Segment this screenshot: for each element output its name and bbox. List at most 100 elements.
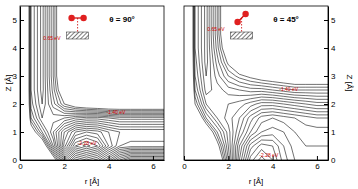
x-tick-label: 4: [107, 162, 112, 171]
y-axis-title: Z [Å]: [345, 75, 354, 92]
contour-line: [20, 6, 164, 160]
contour-line: [20, 6, 164, 160]
y-tick-mark: [324, 132, 328, 133]
panel-title: θ = 90°: [109, 15, 135, 24]
annotation: -1.40 eV: [106, 109, 126, 115]
y-axis: 0 1 2 3 4 5: [13, 7, 24, 166]
y-axis-title: Z [Å]: [4, 75, 13, 92]
contour-line: [184, 6, 328, 160]
annotation: 0.65 eV: [43, 35, 61, 41]
x-tick-label: 6: [315, 162, 320, 171]
y-tick-label: 5: [331, 16, 336, 25]
x-axis-line: [21, 160, 165, 161]
contour-line: [184, 6, 328, 160]
contour-line: [20, 6, 164, 160]
contour-line: [20, 6, 164, 160]
x-tick-mark: [109, 156, 110, 160]
contour-line: [20, 6, 164, 160]
contour-line: [184, 6, 328, 160]
y-tick-mark: [20, 132, 24, 133]
contour-line: [184, 6, 328, 160]
y-tick: 0: [13, 156, 24, 165]
y-tick-mark: [324, 48, 328, 49]
y-tick-mark: [20, 104, 24, 105]
y-tick: 4: [13, 44, 24, 53]
contour-group: [20, 6, 164, 160]
contour-line: [184, 6, 328, 160]
x-axis-title: r [Å]: [85, 177, 100, 186]
contour-line: [184, 6, 328, 160]
contour-line: [20, 6, 164, 160]
contour-line: [184, 6, 328, 160]
x-tick-mark: [228, 156, 229, 160]
y-tick-mark: [20, 48, 24, 49]
atom: [242, 11, 248, 17]
contour-line: [184, 6, 328, 160]
x-tick-label: 0: [182, 162, 187, 171]
x-tick-mark: [184, 156, 185, 160]
contour-line: [184, 6, 328, 160]
x-axis-line: [185, 160, 329, 161]
contour-line: [20, 6, 164, 160]
y-tick: 2: [13, 100, 24, 109]
y-tick-label: 1: [13, 128, 18, 137]
contour-line: [184, 6, 328, 160]
x-tick: 4: [271, 156, 276, 171]
figure: 0 2 4 6 0 1 2 3 4 5 r [Å] Z [Å] θ = 90° 0.65 eV -1.40 …: [0, 0, 358, 189]
y-tick-label: 2: [13, 100, 18, 109]
y-tick-label: 4: [13, 44, 18, 53]
contour-line: [184, 6, 328, 160]
y-tick-label: 4: [331, 44, 336, 53]
y-tick: 4: [324, 44, 336, 53]
contour-line: [20, 6, 164, 160]
y-tick: 5: [324, 16, 336, 25]
contour-line: [20, 6, 164, 160]
contour-line: [20, 6, 164, 160]
y-tick-mark: [324, 104, 328, 105]
contour-line: [20, 6, 164, 160]
x-tick: 6: [151, 156, 156, 171]
y-axis-line: [20, 7, 21, 161]
annotation: -2.28 eV: [259, 152, 279, 158]
y-tick-label: 3: [13, 72, 18, 81]
y-tick-mark: [20, 76, 24, 77]
contour-line: [20, 6, 164, 160]
annotation: -1.40 eV: [279, 86, 299, 92]
x-tick-mark: [317, 156, 318, 160]
y-tick: 2: [324, 100, 336, 109]
surface-icon: [67, 32, 89, 39]
x-tick-label: 6: [151, 162, 156, 171]
x-tick-label: 2: [227, 162, 232, 171]
surface-icon: [231, 32, 253, 39]
y-tick: 1: [324, 128, 336, 137]
contour-line: [184, 6, 328, 160]
x-tick-mark: [153, 156, 154, 160]
x-tick: 2: [227, 156, 232, 171]
x-tick-label: 2: [63, 162, 68, 171]
annotation: -2.28 eV: [78, 140, 98, 146]
x-axis-title: r [Å]: [249, 177, 264, 186]
atom: [80, 15, 86, 21]
x-axis: 0 2 4 6: [18, 156, 164, 171]
plot-frame: [20, 6, 164, 160]
contour-line: [20, 6, 164, 160]
y-tick-mark: [324, 160, 328, 161]
contour-line: [20, 6, 164, 160]
x-axis: 0 2 4 6: [182, 156, 328, 171]
x-tick: 2: [63, 156, 68, 171]
contour-line: [20, 6, 164, 160]
y-tick: 1: [13, 128, 24, 137]
contour-line: [184, 6, 328, 160]
y-axis: 012345: [324, 7, 336, 166]
x-tick: 4: [107, 156, 112, 171]
contour-line: [184, 6, 328, 160]
plot-frame: [184, 6, 328, 160]
y-tick-label: 2: [331, 100, 336, 109]
y-tick-mark: [324, 20, 328, 21]
y-axis-line: [328, 7, 329, 161]
contour-line: [184, 6, 328, 160]
y-tick-label: 0: [331, 156, 336, 165]
y-tick-label: 5: [13, 16, 18, 25]
contour-line: [20, 6, 164, 160]
x-tick-label: 0: [18, 162, 23, 171]
